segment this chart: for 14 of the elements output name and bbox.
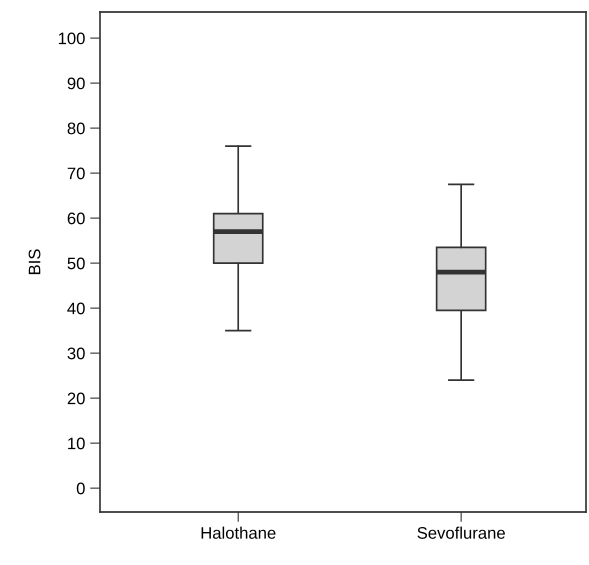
y-tick-label: 20 <box>68 392 85 404</box>
y-tick-label: 60 <box>68 212 85 224</box>
y-tick-label: 50 <box>68 258 85 270</box>
y-axis-title: BIS <box>28 249 40 274</box>
y-tick-label: 10 <box>68 438 85 450</box>
x-tick-label: Halothane <box>202 526 276 539</box>
y-tick-label: 0 <box>76 482 85 494</box>
y-tick-label: 30 <box>68 348 85 360</box>
y-tick-label: 90 <box>68 78 85 90</box>
y-tick-label: 70 <box>68 168 85 180</box>
x-tick-label: Sevoflurane <box>417 526 505 539</box>
y-tick-label: 80 <box>68 122 85 134</box>
y-tick-label: 40 <box>67 302 85 314</box>
y-tick-label: 100 <box>58 32 85 44</box>
